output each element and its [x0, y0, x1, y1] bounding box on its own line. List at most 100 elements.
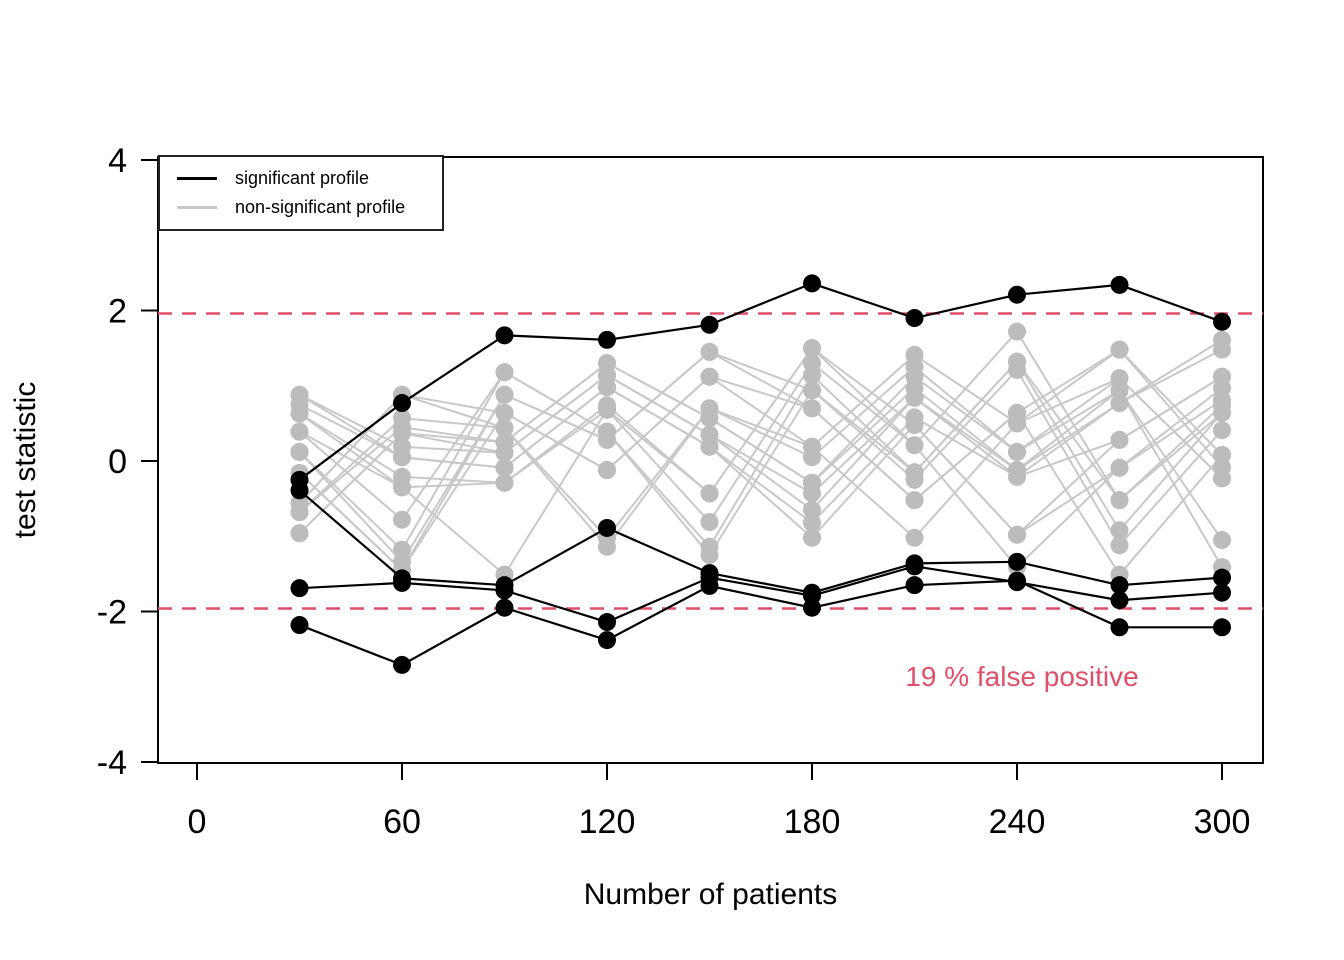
- profile-point: [495, 458, 514, 477]
- profile-point: [803, 448, 822, 467]
- profile-point: [700, 576, 719, 595]
- profile-point: [495, 326, 514, 345]
- profile-line: [298, 350, 1223, 577]
- profile-point: [803, 513, 822, 532]
- profile-point: [1213, 421, 1232, 440]
- profile-point: [598, 330, 617, 349]
- profile-point: [393, 448, 412, 467]
- profile-point: [905, 436, 924, 455]
- profile-point: [700, 409, 719, 428]
- significant-profile-points: [290, 274, 1232, 674]
- x-tick-label: 180: [784, 803, 841, 841]
- profile-point: [1110, 521, 1129, 540]
- profile-point: [1110, 381, 1129, 400]
- x-tick-label: 300: [1194, 803, 1251, 841]
- profile-point: [905, 470, 924, 489]
- x-tick-label: 120: [579, 803, 636, 841]
- profile-point: [700, 315, 719, 334]
- profile-point: [1110, 340, 1129, 359]
- profile-point: [1110, 458, 1129, 477]
- profile-point: [1213, 583, 1232, 602]
- y-tick-label: -2: [97, 594, 127, 632]
- legend-line-sample-significant: [177, 177, 217, 180]
- profile-point: [393, 655, 412, 674]
- profile-line: [298, 346, 1223, 569]
- profile-point: [1110, 618, 1129, 637]
- profile-point: [598, 537, 617, 556]
- x-axis-title: Number of patients: [583, 878, 838, 911]
- x-tick-label: 0: [188, 803, 207, 841]
- profile-line: [298, 361, 1223, 568]
- profile-line: [298, 348, 1223, 572]
- x-tick-label: 240: [989, 803, 1046, 841]
- nonsignificant-profile-lines: [298, 329, 1223, 577]
- profile-point: [803, 366, 822, 385]
- profile-point: [1110, 275, 1129, 294]
- profile-point: [905, 528, 924, 547]
- legend-item-significant: significant profile: [177, 168, 442, 190]
- profile-point: [598, 613, 617, 632]
- profile-point: [1008, 571, 1027, 590]
- profile-point: [495, 385, 514, 404]
- profile-point: [803, 274, 822, 293]
- profile-point: [290, 579, 309, 598]
- profile-point: [700, 425, 719, 444]
- profile-point: [1213, 330, 1232, 349]
- profile-point: [290, 404, 309, 423]
- profile-point: [1213, 568, 1232, 587]
- profile-line: [298, 338, 1223, 534]
- profile-line: [298, 365, 1223, 549]
- legend-line-sample-nonsignificant: [177, 206, 217, 209]
- nonsignificant-profile-points: [290, 322, 1232, 584]
- profile-point: [393, 510, 412, 529]
- profile-point: [598, 430, 617, 449]
- profile-point: [700, 512, 719, 531]
- profile-point: [700, 342, 719, 361]
- profile-point: [495, 363, 514, 382]
- profile-point: [700, 484, 719, 503]
- profile-point: [1008, 552, 1027, 571]
- profile-point: [905, 415, 924, 434]
- profile-point: [803, 399, 822, 418]
- profile-line: [298, 282, 1223, 481]
- profile-point: [290, 422, 309, 441]
- profile-point: [1110, 394, 1129, 413]
- legend-label-nonsignificant: non-significant profile: [235, 197, 406, 217]
- profile-point: [905, 491, 924, 510]
- profile-point: [905, 388, 924, 407]
- profile-line: [299, 579, 1223, 667]
- legend: significant profile non-significant prof…: [158, 155, 444, 231]
- profile-point: [598, 400, 617, 419]
- y-tick-label: 0: [108, 443, 127, 481]
- y-axis-title-text: test statistic: [9, 381, 42, 539]
- profile-point: [495, 418, 514, 437]
- profile-point: [495, 473, 514, 492]
- profile-point: [1110, 591, 1129, 610]
- profile-point: [598, 366, 617, 385]
- profile-point: [803, 500, 822, 519]
- profile-point: [1008, 285, 1027, 304]
- profile-point: [803, 528, 822, 547]
- profile-line: [298, 353, 1223, 540]
- profile-point: [1213, 469, 1232, 488]
- profile-point: [1110, 576, 1129, 595]
- profile-point: [290, 481, 309, 500]
- y-tick-label: -4: [97, 744, 127, 782]
- profile-point: [803, 598, 822, 617]
- y-tick-label: 2: [108, 293, 127, 331]
- profile-point: [1213, 312, 1232, 331]
- profile-point: [905, 557, 924, 576]
- profile-point: [1213, 531, 1232, 550]
- profile-point: [1008, 525, 1027, 544]
- profile-line: [298, 350, 1223, 564]
- profile-point: [1008, 461, 1027, 480]
- profile-point: [803, 381, 822, 400]
- profile-line: [299, 565, 1223, 624]
- profile-point: [1213, 403, 1232, 422]
- false-positive-annotation: 19 % false positive: [905, 661, 1139, 692]
- profile-point: [598, 518, 617, 537]
- profile-point: [495, 581, 514, 600]
- profile-point: [1008, 442, 1027, 461]
